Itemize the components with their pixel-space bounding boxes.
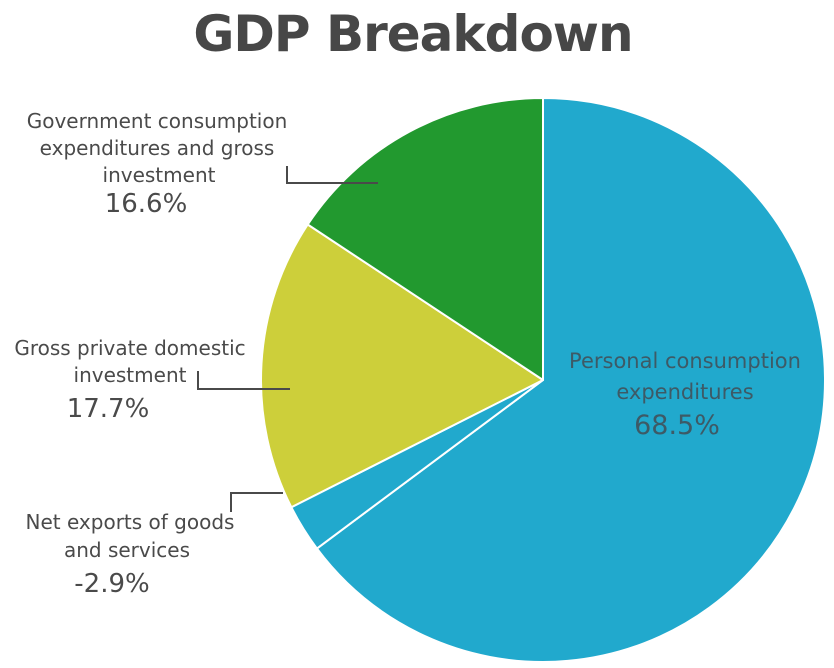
slice-value-private: 17.7% — [67, 394, 150, 424]
slice-personal — [315, 97, 826, 663]
slice-label-private-line2: investment — [74, 363, 187, 387]
slice-label-government-line3: investment — [103, 163, 216, 187]
slice-private — [260, 223, 544, 509]
pie-slices — [260, 97, 826, 663]
leader-line-government — [286, 166, 378, 184]
slice-value-netexports: -2.9% — [74, 569, 149, 599]
slice-label-personal: Personal consumption — [569, 349, 801, 373]
slice-label-netexports: Net exports of goods — [26, 510, 235, 534]
slice-label-government: Government consumption — [27, 109, 288, 133]
chart-title: GDP Breakdown — [193, 5, 632, 63]
slice-label-personal-line2: expenditures — [616, 380, 753, 404]
slice-label-netexports-line2: and services — [64, 538, 190, 562]
leader-line-private — [197, 371, 290, 390]
slice-label-private: Gross private domestic — [14, 336, 245, 360]
slice-value-personal: 68.5% — [634, 410, 720, 441]
slice-label-government-line2: expenditures and gross — [40, 136, 275, 160]
slice-government — [306, 97, 544, 381]
leader-line-netexports — [230, 492, 283, 512]
slice-value-government: 16.6% — [105, 189, 188, 219]
